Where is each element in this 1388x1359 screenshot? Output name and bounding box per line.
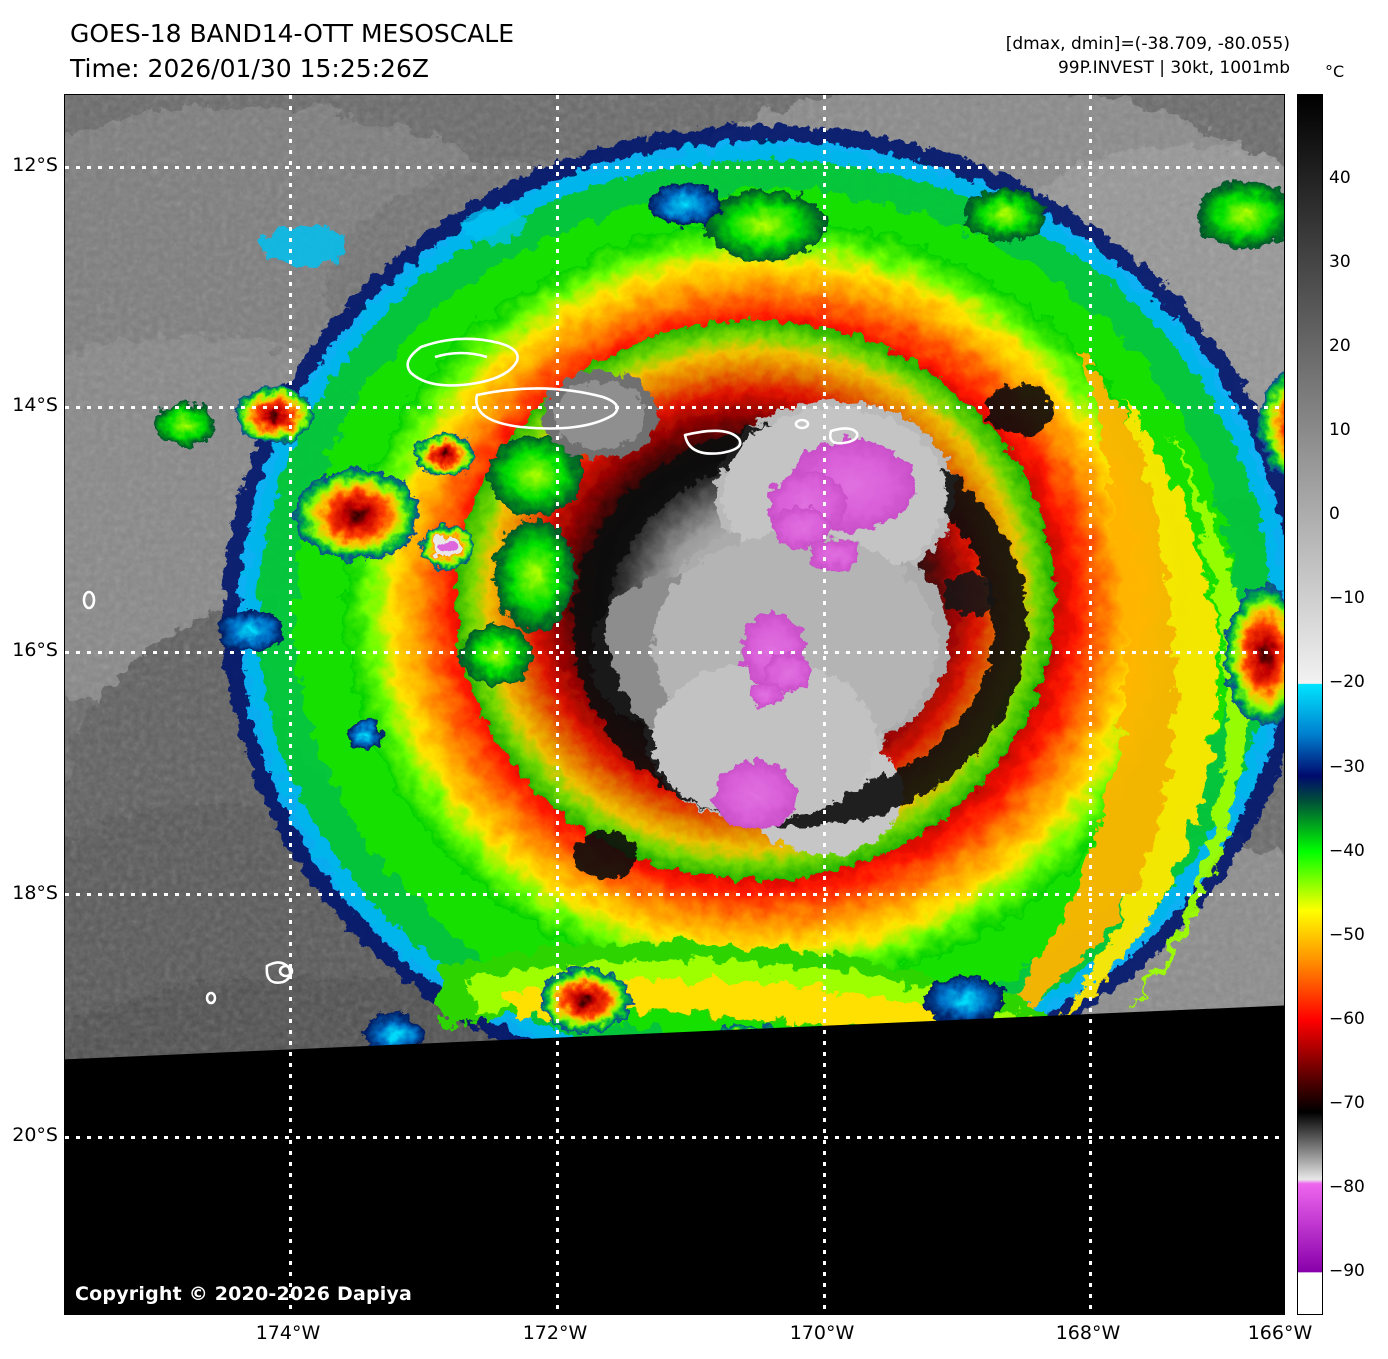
xtick-label-174w: 174°W (255, 1322, 321, 1344)
colorbar-unit-label: °C (1325, 62, 1345, 81)
data-range-label: [dmax, dmin]=(-38.709, -80.055) (1005, 34, 1290, 54)
colorbar-gradient (1298, 95, 1322, 1314)
overshooting-tops (713, 439, 915, 829)
cbar-tick-m40: −40 (1329, 840, 1365, 861)
out-of-sector-region (65, 1004, 1284, 1314)
chart-title-block: GOES-18 BAND14-OTT MESOSCALE Time: 2026/… (70, 18, 514, 85)
cbar-tick-m80: −80 (1329, 1176, 1365, 1197)
cbar-tick-m50: −50 (1329, 924, 1365, 945)
cbar-tick-30: 30 (1329, 252, 1351, 273)
cbar-tick-m90: −90 (1329, 1260, 1365, 1281)
xtick-label-166w: 166°W (1247, 1322, 1313, 1344)
graticule (65, 95, 1284, 1314)
xtick-label-172w: 172°W (522, 1322, 588, 1344)
satellite-image-plot (64, 94, 1285, 1315)
cbar-tick-20: 20 (1329, 336, 1351, 357)
xtick-label-168w: 168°W (1055, 1322, 1121, 1344)
storm-info-label: 99P.INVEST | 30kt, 1001mb (1057, 58, 1290, 79)
metadata-block: [dmax, dmin]=(-38.709, -80.055) 99P.INVE… (1006, 32, 1290, 80)
cbar-tick-m30: −30 (1329, 756, 1365, 777)
cbar-tick-40: 40 (1329, 168, 1351, 189)
gridline-lon-170w (823, 95, 827, 1314)
ytick-label-16s: 16°S (12, 639, 58, 661)
ytick-label-14s: 14°S (12, 394, 58, 416)
cbar-tick-10: 10 (1329, 420, 1351, 441)
ytick-label-20s: 20°S (12, 1124, 58, 1146)
gridline-lat-18s (65, 893, 1284, 897)
timestamp-label: Time: 2026/01/30 15:25:26Z (70, 53, 429, 83)
cbar-tick-m70: −70 (1329, 1092, 1365, 1113)
gridline-lat-20s (65, 1136, 1284, 1140)
cbar-tick-m10: −10 (1329, 588, 1365, 609)
cbar-tick-m20: −20 (1329, 672, 1365, 693)
gridline-lon-174w (289, 95, 293, 1314)
gridline-lon-168w (1088, 95, 1092, 1314)
copyright-label: Copyright © 2020-2026 Dapiya (75, 1283, 413, 1305)
gridline-lat-14s (65, 405, 1284, 409)
ytick-label-18s: 18°S (12, 882, 58, 904)
ytick-label-12s: 12°S (12, 154, 58, 176)
xtick-label-170w: 170°W (789, 1322, 855, 1344)
gridline-lon-172w (556, 95, 560, 1314)
colorbar (1297, 94, 1323, 1315)
gridline-lat-12s (65, 165, 1284, 169)
cbar-tick-0: 0 (1329, 504, 1340, 525)
page-title: GOES-18 BAND14-OTT MESOSCALE (70, 19, 515, 48)
cbar-tick-m60: −60 (1329, 1008, 1365, 1029)
satellite-raster (65, 95, 1284, 1314)
gridline-lat-16s (65, 650, 1284, 654)
